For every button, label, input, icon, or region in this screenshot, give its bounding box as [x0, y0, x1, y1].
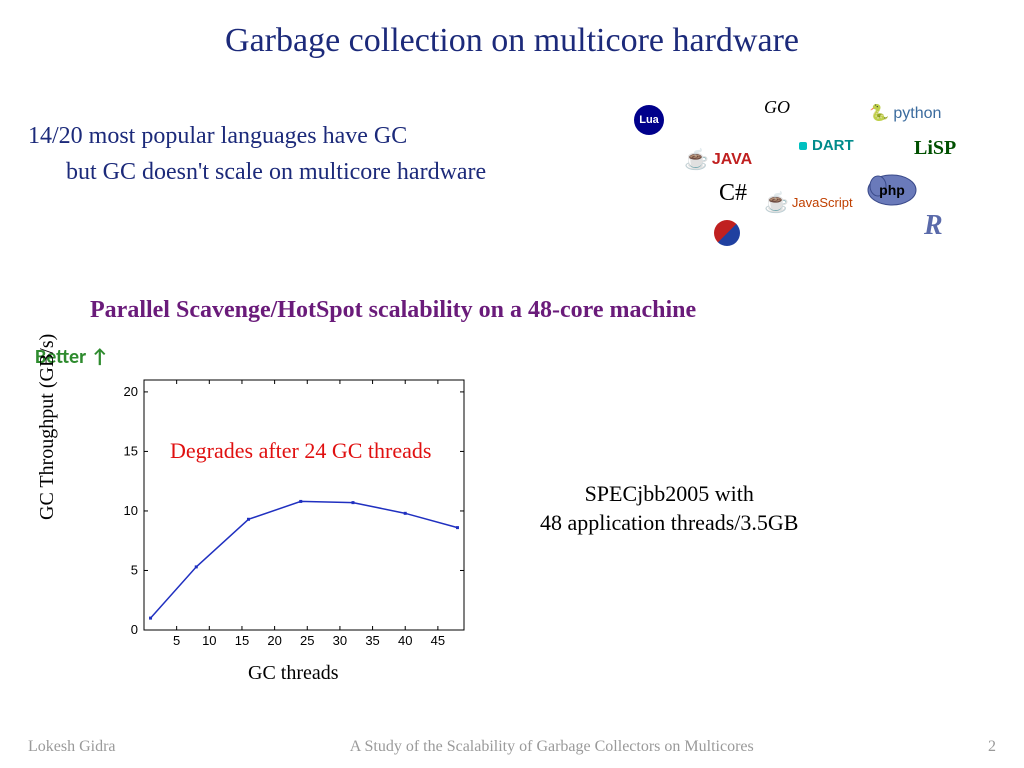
language-logo-cluster: Lua GO 🐍 python ☕JAVA DART LiSP C# ☕JavaScript p… [624, 95, 994, 255]
svg-text:20: 20 [267, 633, 281, 648]
throughput-chart: GC Throughput (GB/s) 0510152051015202530… [48, 370, 478, 680]
csharp-logo: C# [719, 180, 747, 207]
bullet-line2: but GC doesn't scale on multicore hardwa… [28, 154, 486, 190]
svg-text:5: 5 [131, 562, 138, 577]
svg-text:30: 30 [333, 633, 347, 648]
python-logo: 🐍 python [869, 103, 941, 123]
svg-text:40: 40 [398, 633, 412, 648]
spec-note: SPECjbb2005 with 48 application threads/… [540, 480, 798, 537]
svg-text:10: 10 [202, 633, 216, 648]
svg-text:10: 10 [124, 503, 138, 518]
lisp-logo: LiSP [914, 137, 956, 160]
svg-text:20: 20 [124, 384, 138, 399]
bullet-line1: 14/20 most popular languages have GC [28, 123, 407, 149]
footer-page: 2 [988, 738, 996, 756]
degrades-annotation: Degrades after 24 GC threads [170, 438, 431, 464]
svg-text:15: 15 [235, 633, 249, 648]
lua-logo: Lua [634, 105, 664, 135]
javascript-logo: ☕JavaScript [764, 190, 853, 215]
go-logo: GO [764, 97, 790, 118]
slide-title: Garbage collection on multicore hardware [0, 0, 1024, 60]
footer-title: A Study of the Scalability of Garbage Co… [350, 738, 754, 756]
footer-author: Lokesh Gidra [28, 738, 116, 756]
circleA-logo [714, 220, 740, 246]
php-logo: php [864, 170, 924, 210]
chart-subtitle: Parallel Scavenge/HotSpot scalability on… [90, 297, 696, 324]
chart-plot-area: 0 5 10 15 20 5 10 15 20 25 30 35 40 45 [108, 370, 478, 655]
java-logo: ☕JAVA [684, 147, 752, 172]
r-logo: R [924, 210, 943, 242]
chart-ylabel: GC Throughput (GB/s) [36, 334, 59, 520]
spec-note-line1: SPECjbb2005 with [585, 481, 754, 506]
svg-text:35: 35 [365, 633, 379, 648]
spec-note-line2: 48 application threads/3.5GB [540, 510, 798, 535]
svg-text:15: 15 [124, 443, 138, 458]
svg-text:5: 5 [173, 633, 180, 648]
body-text: 14/20 most popular languages have GC but… [28, 118, 486, 190]
svg-text:0: 0 [131, 622, 138, 637]
svg-text:45: 45 [431, 633, 445, 648]
svg-text:25: 25 [300, 633, 314, 648]
slide-footer: Lokesh Gidra A Study of the Scalability … [0, 738, 1024, 756]
dart-logo: DART [799, 137, 854, 154]
svg-text:php: php [879, 182, 905, 198]
chart-xlabel: GC threads [248, 662, 339, 685]
